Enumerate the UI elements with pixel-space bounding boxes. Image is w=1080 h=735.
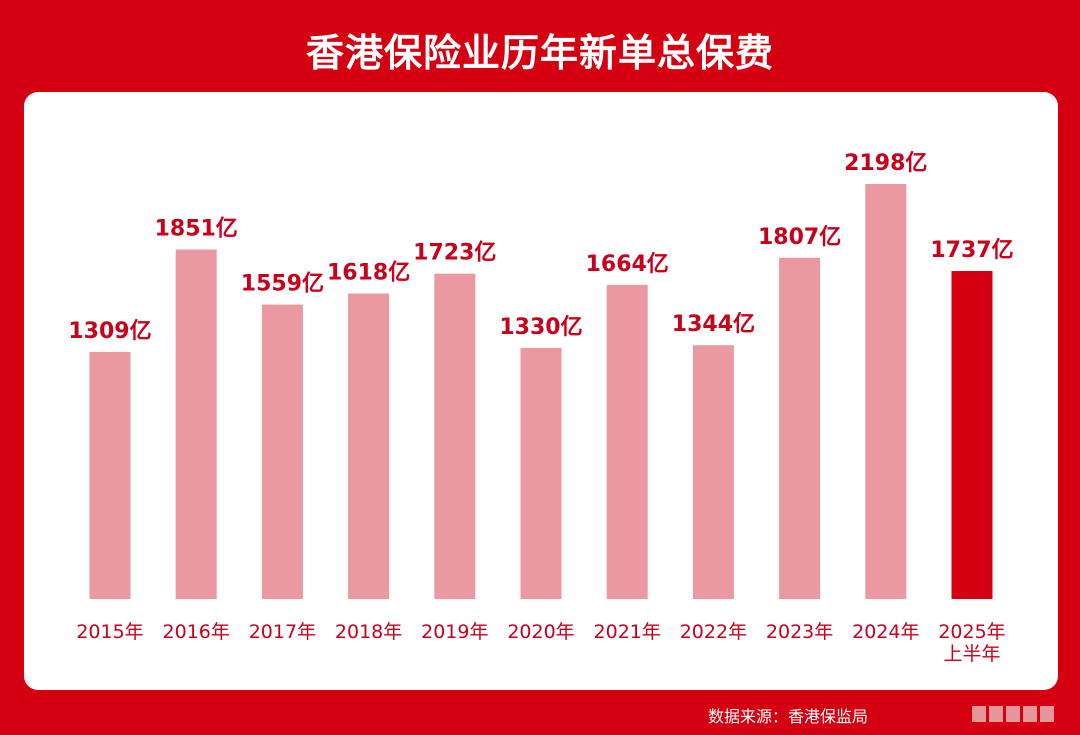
category-label-10-line-0: 2025年 <box>938 621 1005 643</box>
value-label-8: 1807亿 <box>758 225 841 250</box>
bar-7 <box>692 345 734 599</box>
value-label-6: 1664亿 <box>586 252 669 277</box>
bar-4 <box>434 273 476 599</box>
bar-1 <box>175 249 217 599</box>
value-label-7: 1344亿 <box>672 312 755 337</box>
bar-8 <box>779 257 821 599</box>
category-label-9: 2024年 <box>852 621 919 643</box>
value-label-1: 1851亿 <box>155 217 238 242</box>
category-label-1: 2016年 <box>163 621 230 643</box>
bar-3 <box>348 293 390 599</box>
category-label-8: 2023年 <box>766 621 833 643</box>
chart-panel: 1309亿 2015年 1851亿 2016年 1559亿 2017年 1618亿 2018年… <box>24 92 1058 690</box>
data-source-note: 数据来源：香港保监局 <box>708 707 869 726</box>
category-label-3: 2018年 <box>335 621 402 643</box>
value-label-5: 1330亿 <box>499 315 582 340</box>
value-label-9: 2198亿 <box>844 151 927 176</box>
bar-0 <box>89 351 131 599</box>
page-title: 香港保险业历年新单总保费 <box>305 31 774 75</box>
value-label-2: 1559亿 <box>241 272 324 297</box>
value-label-3: 1618亿 <box>327 261 410 286</box>
bar-9 <box>865 184 907 599</box>
category-label-0: 2015年 <box>76 621 143 643</box>
bar-chart: 1309亿 2015年 1851亿 2016年 1559亿 2017年 1618亿 2018年… <box>68 151 1013 665</box>
value-label-0: 1309亿 <box>68 319 151 344</box>
category-label-5: 2020年 <box>507 621 574 643</box>
bar-6 <box>606 284 648 599</box>
bar-5 <box>520 347 562 599</box>
category-label-6: 2021年 <box>594 621 661 643</box>
category-label-2: 2017年 <box>249 621 316 643</box>
category-label-10-line-1: 上半年 <box>943 643 1000 665</box>
category-label-7: 2022年 <box>680 621 747 643</box>
value-label-10: 1737亿 <box>930 238 1013 263</box>
bar-10 <box>951 271 993 599</box>
watermark <box>972 706 1054 722</box>
bar-2 <box>261 304 303 599</box>
category-label-4: 2019年 <box>421 621 488 643</box>
value-label-4: 1723亿 <box>413 241 496 266</box>
